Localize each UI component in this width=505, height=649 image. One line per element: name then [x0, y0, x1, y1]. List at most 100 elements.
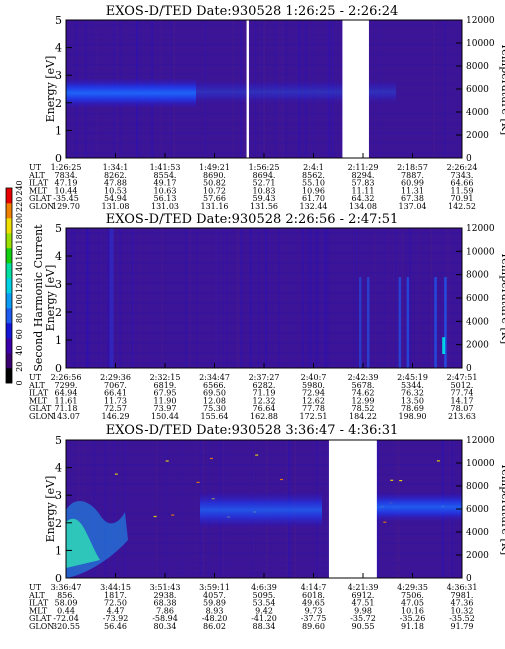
panel-2-ephemeris-label: GLAT — [29, 404, 52, 413]
panel-2-streak — [250, 228, 252, 368]
panel-3-ephemeris-value: 47.05 — [401, 599, 424, 608]
panel-3-speck — [114, 473, 118, 475]
panel-3-streak — [195, 440, 197, 578]
panel-2-ephemeris-value: 76.32 — [401, 389, 424, 398]
panel-3-ephemeris-label: ALT — [28, 591, 45, 600]
panel-3-ephemeris-value: 56.46 — [104, 622, 127, 631]
panel-3-title: EXOS-D/TED Date:930528 3:36:47 - 4:36:31 — [106, 423, 399, 438]
panel-3-low-altitude-core — [66, 518, 100, 568]
panel-1-ephemeris-label: MLT — [29, 186, 48, 195]
panel-1-ephemeris-value: 57.83 — [352, 179, 375, 188]
panel-1-ephemeris-value: 131.03 — [151, 202, 179, 211]
panel-1-y2tick-label: 10000 — [466, 39, 495, 49]
panel-1-ephemeris-value: 70.91 — [451, 194, 474, 203]
panel-3-ephemeris-value: 89.60 — [302, 622, 325, 631]
panel-3-ephemeris-value: 320.55 — [52, 622, 80, 631]
colorbar-tick-label: 60 — [15, 329, 24, 339]
panel-3-streak — [164, 440, 165, 578]
panel-3-ephemeris-value: 49.65 — [302, 599, 325, 608]
panel-2-streak — [71, 228, 73, 368]
panel-2-streak — [161, 228, 163, 368]
panel-3-ephemeris-value: 2938. — [154, 591, 177, 600]
panel-1-plot: 0 1 2 3 4 5 0 2000 4000 6000 8000 10000 12000 — [55, 14, 495, 165]
colorbar-swatch — [6, 218, 12, 234]
colorbar-swatch — [6, 188, 12, 204]
panel-2-y2tick-label: 12000 — [466, 224, 495, 234]
panel-2-streak — [196, 228, 198, 368]
colorbar-swatch — [6, 338, 12, 354]
panel-3-ephemeris-value: 6912. — [352, 591, 375, 600]
panel-2-streak — [106, 228, 109, 368]
panel-2-streak — [309, 228, 311, 368]
panel-2-streak — [186, 228, 189, 368]
panel-2-streak — [246, 228, 249, 368]
panel-3-streak — [166, 440, 168, 578]
panel-1: EXOS-D/TED Date:930528 1:26:25 - 2:26:24… — [28, 4, 505, 211]
panel-3-ephemeris-value: 4057. — [203, 591, 226, 600]
panel-2-streak — [301, 228, 304, 368]
panel-1-ephemeris-value: 8554. — [154, 171, 177, 180]
panel-1-ephemeris-value: 57.66 — [203, 194, 226, 203]
panel-3-ephemeris-value: 1817. — [104, 591, 127, 600]
panel-3-ephemeris-value: 91.79 — [451, 622, 474, 631]
panel-3-speck — [390, 479, 394, 481]
panel-2-streak — [430, 228, 433, 368]
panel-3-streak — [325, 440, 326, 578]
panel-2-streak — [388, 228, 390, 368]
panel-1-y2label: Temperature [K] — [499, 43, 505, 135]
panel-2-streak — [138, 228, 140, 368]
panel-2-ephemeris-value: 5678. — [352, 381, 375, 390]
panel-2-streak — [132, 228, 135, 368]
panel-3-ephemeris-value: 90.55 — [352, 622, 375, 631]
panel-3-ephemeris-value: -35.26 — [400, 614, 426, 623]
panel-1-streak — [444, 20, 446, 158]
panel-2-streak — [235, 228, 238, 368]
panel-1-gaps — [246, 20, 369, 158]
colorbar-swatch — [6, 248, 12, 264]
panel-3-speck — [383, 521, 387, 523]
panel-2-ephemeris-value: 2:29:36 — [100, 373, 131, 382]
panel-1-y2tick-label: 6000 — [466, 85, 489, 95]
panel-2-ephemeris-value: 78.07 — [451, 404, 474, 413]
panel-2-streak — [145, 228, 147, 368]
panel-1-ephemeris-value: 59.43 — [253, 194, 276, 203]
panel-1-title: EXOS-D/TED Date:930528 1:26:25 - 2:26:24 — [106, 4, 399, 19]
panel-2-y2tick-label: 10000 — [466, 247, 495, 257]
panel-3-y2tick-label: 2000 — [466, 551, 489, 561]
colorbar-tick-label: 180 — [15, 229, 24, 244]
panel-2-ytick-label: 0 — [55, 362, 62, 375]
panel-2-streak — [393, 228, 395, 368]
colorbar-tick-label: 20 — [15, 362, 24, 372]
panel-1-ephemeris-value: 7343. — [451, 171, 474, 180]
panel-1-ephemeris-value: 8294. — [352, 171, 375, 180]
panel-2-ephemeris-label: ILAT — [29, 389, 49, 398]
colorbar-swatches — [6, 188, 12, 384]
panel-1-ephemeris-label: UT — [29, 163, 42, 172]
panel-2-ephemeris-value: 71.18 — [55, 404, 78, 413]
panel-2-streak — [374, 228, 376, 368]
panel-2-streak — [275, 228, 276, 368]
panel-2-ephemeris-value: 78.69 — [401, 404, 424, 413]
panel-3-streak — [104, 440, 107, 578]
panel-2-streak — [307, 228, 309, 368]
panel-2-ephemeris-value: 72.57 — [104, 404, 127, 413]
colorbar-swatch — [6, 308, 12, 324]
panel-3-ephemeris-label: MLT — [29, 606, 48, 615]
panel-1-ephemeris-value: 2:18:57 — [397, 163, 428, 172]
panel-2-ephemeris-value: 2:42:39 — [348, 373, 379, 382]
panel-2-ephemeris-value: 7067. — [104, 381, 127, 390]
panel-3-ephemeris-label: UT — [29, 583, 42, 592]
panel-3-ytick-label: 0 — [55, 572, 62, 585]
panel-3-data-gap — [328, 440, 377, 578]
panel-2-streak — [73, 228, 76, 368]
panel-1-ylabel: Energy [eV] — [44, 56, 57, 123]
panel-3-ephemeris-value: 91.18 — [401, 622, 424, 631]
panel-1-ephemeris-value: 67.38 — [401, 194, 424, 203]
panel-2-streak — [326, 228, 329, 368]
panel-1-ephemeris-value: 134.08 — [349, 202, 377, 211]
panel-3-ephemeris-value: 3:44:15 — [100, 583, 131, 592]
panel-1-ephemeris-value: 8262. — [104, 171, 127, 180]
panel-1-ephemeris-value: 50.82 — [203, 179, 226, 188]
